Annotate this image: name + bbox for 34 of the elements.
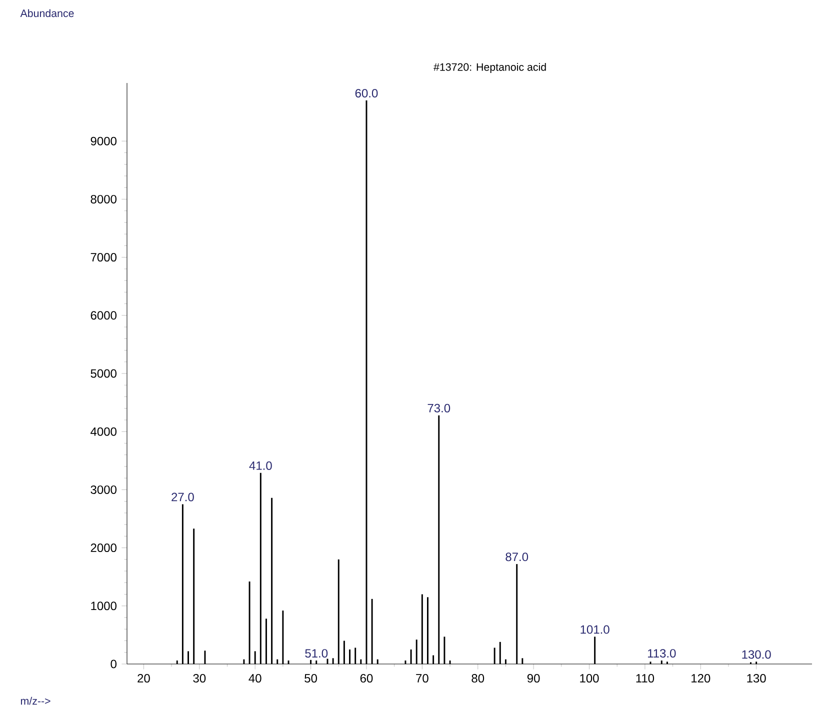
x-tick-label: 100 xyxy=(580,674,599,683)
x-tick-label: 60 xyxy=(360,674,373,683)
annotation: 41.0 xyxy=(249,461,272,470)
x-tick-label: 90 xyxy=(527,674,540,683)
y-tick-label: 1000 xyxy=(91,602,116,610)
x-tick-label: 80 xyxy=(472,674,484,683)
y-tick-label: 3000 xyxy=(90,485,116,494)
annotation: 51.0 xyxy=(305,649,328,658)
x-tick-label: 50 xyxy=(304,674,317,683)
y-tick-label: 0 xyxy=(110,660,116,668)
x-tick-label: 130 xyxy=(747,674,766,683)
chart-title: #13720: Heptanoic acid xyxy=(434,62,546,73)
annotation: 87.0 xyxy=(506,552,528,562)
y-tick-label: 6000 xyxy=(90,311,116,320)
y-tick-label: 2000 xyxy=(90,544,116,552)
y-tick-label: 7000 xyxy=(90,253,116,262)
x-tick-label: 20 xyxy=(138,674,150,683)
y-tick-label: 8000 xyxy=(90,194,116,204)
x-tick-label: 40 xyxy=(248,674,262,683)
annotation: 27.0 xyxy=(172,492,194,502)
y-tick-label: 5000 xyxy=(90,369,116,378)
x-tick-label: 120 xyxy=(692,674,710,683)
annotation: 101.0 xyxy=(580,625,610,634)
annotation: 113.0 xyxy=(648,649,676,658)
y-tick-label: 9000 xyxy=(90,136,116,146)
y-tick-label: 4000 xyxy=(90,427,116,436)
annotation: 73.0 xyxy=(428,404,450,412)
x-tick-label: 70 xyxy=(416,674,428,683)
text: Abundance xyxy=(20,9,74,18)
annotation: 60.0 xyxy=(355,88,378,98)
annotation: 130.0 xyxy=(742,650,771,659)
x-tick-label: 30 xyxy=(193,674,206,683)
x-axis-title: m/z--> xyxy=(20,696,50,705)
x-tick-label: 110 xyxy=(636,674,654,683)
